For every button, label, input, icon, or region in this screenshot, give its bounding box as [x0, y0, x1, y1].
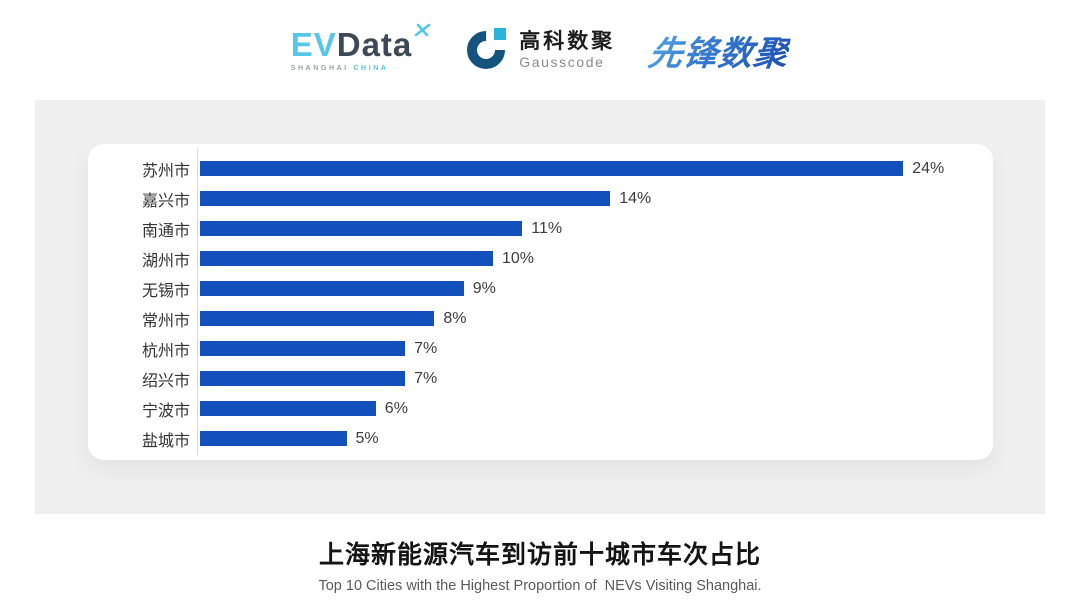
- value-label: 7%: [414, 339, 438, 357]
- value-label: 6%: [384, 399, 408, 417]
- city-label: 绍兴市: [141, 372, 190, 390]
- chart-caption: 上海新能源汽车到访前十城市车次占比 Top 10 Cities with the…: [0, 535, 1080, 594]
- value-bar: [200, 221, 523, 236]
- bar-row: 宁波市 6%: [96, 399, 973, 420]
- evdata-china-text: CHINA: [353, 65, 389, 72]
- city-label: 南通市: [141, 222, 190, 240]
- bar-row: 无锡市 9%: [96, 279, 973, 300]
- evdata-shanghai-text: SHANGHAI: [290, 65, 349, 72]
- bar-row: 南通市 11%: [96, 219, 973, 240]
- bar-row: 湖州市 10%: [96, 249, 973, 270]
- city-label: 湖州市: [141, 252, 190, 270]
- evdata-ev-text: EV: [290, 26, 337, 63]
- city-label: 无锡市: [141, 282, 190, 300]
- city-label: 杭州市: [141, 342, 190, 360]
- evdata-data-text: Data: [336, 26, 413, 63]
- axis-line: [197, 149, 198, 455]
- value-bar: [200, 311, 435, 326]
- gausscode-icon: [465, 25, 511, 76]
- value-label: 24%: [912, 159, 945, 177]
- city-label: 苏州市: [141, 162, 190, 180]
- bar-row: 常州市 8%: [96, 309, 973, 330]
- value-bar: [200, 341, 406, 356]
- gausscode-cn-text: 高科数聚: [519, 29, 616, 53]
- value-bar: [200, 161, 904, 176]
- city-label: 嘉兴市: [141, 192, 190, 210]
- gausscode-en-text: Gausscode: [519, 54, 605, 71]
- value-label: 9%: [472, 279, 496, 297]
- chart-title: 上海新能源汽车到访前十城市车次占比: [318, 541, 761, 569]
- chart-panel: 苏州市 24% 嘉兴市 14% 南通市 11% 湖州市 10% 无锡市: [35, 100, 1045, 514]
- header-logos: EV Data SHANGHAI CHINA 高科数聚 Gausscode 先锋数…: [0, 0, 1080, 100]
- chart-subtitle: Top 10 Cities with the Highest Proportio…: [318, 578, 762, 594]
- value-label: 5%: [355, 429, 379, 447]
- chart-card: 苏州市 24% 嘉兴市 14% 南通市 11% 湖州市 10% 无锡市: [88, 144, 993, 460]
- city-label: 常州市: [141, 312, 190, 330]
- value-label: 14%: [619, 189, 652, 207]
- value-bar: [200, 251, 493, 266]
- sparkle-icon: [414, 22, 431, 43]
- value-bar: [200, 191, 611, 206]
- city-label: 盐城市: [141, 432, 190, 450]
- value-label: 8%: [443, 309, 467, 327]
- evdata-subtext: SHANGHAI CHINA: [291, 65, 389, 72]
- value-bar: [200, 401, 376, 416]
- city-label: 宁波市: [141, 402, 190, 420]
- value-label: 7%: [414, 369, 438, 387]
- bar-row: 嘉兴市 14%: [96, 189, 973, 210]
- evdata-logo: EV Data SHANGHAI CHINA: [290, 23, 432, 72]
- evdata-wordmark: EV Data: [290, 23, 432, 63]
- bar-row: 杭州市 7%: [96, 339, 973, 360]
- bar-chart: 苏州市 24% 嘉兴市 14% 南通市 11% 湖州市 10% 无锡市: [96, 159, 973, 450]
- pioneer-logo: 先锋数聚: [646, 26, 793, 75]
- gausscode-logo: 高科数聚 Gausscode: [465, 25, 615, 76]
- value-bar: [200, 431, 347, 446]
- value-label: 10%: [502, 249, 535, 267]
- bar-row: 盐城市 5%: [96, 429, 973, 450]
- gausscode-text: 高科数聚 Gausscode: [519, 30, 615, 70]
- value-label: 11%: [531, 219, 563, 237]
- value-bar: [200, 281, 464, 296]
- bar-row: 绍兴市 7%: [96, 369, 973, 390]
- bar-row: 苏州市 24%: [96, 159, 973, 180]
- value-bar: [200, 371, 406, 386]
